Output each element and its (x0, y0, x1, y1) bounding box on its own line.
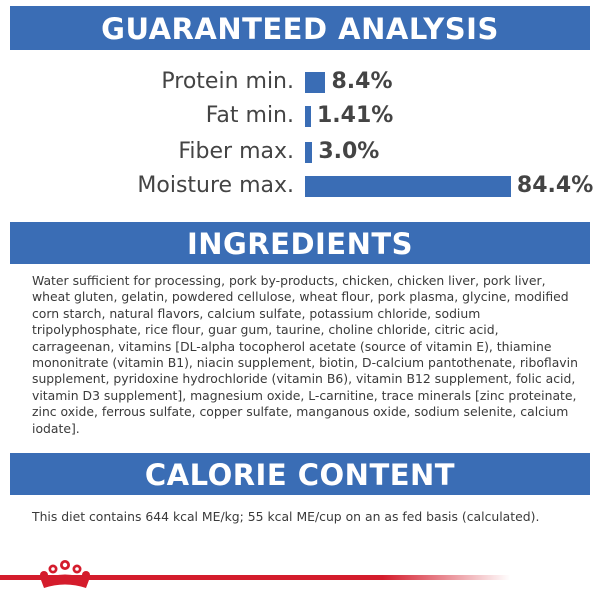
footer-red-line (0, 575, 510, 580)
analysis-bar (305, 142, 313, 163)
analysis-row-moisture: Moisture max. 84.4% (0, 171, 600, 201)
analysis-bar (305, 106, 311, 127)
analysis-row-protein: Protein min. 8.4% (0, 67, 600, 97)
crown-icon (40, 560, 90, 588)
analysis-label: Moisture max. (137, 173, 294, 198)
analysis-value: 1.41% (317, 103, 394, 128)
analysis-bar (305, 72, 326, 93)
analysis-label: Fiber max. (178, 139, 294, 164)
analysis-value: 3.0% (318, 139, 380, 164)
ingredients-heading: INGREDIENTS (10, 222, 590, 264)
ingredients-text: Water sufficient for processing, pork by… (32, 273, 578, 436)
analysis-value: 8.4% (331, 69, 393, 94)
analysis-label: Protein min. (161, 69, 294, 94)
guaranteed-analysis-heading: GUARANTEED ANALYSIS (10, 6, 590, 50)
analysis-bar (305, 176, 511, 197)
analysis-row-fat: Fat min. 1.41% (0, 101, 600, 131)
analysis-row-fiber: Fiber max. 3.0% (0, 137, 600, 167)
calorie-content-heading: CALORIE CONTENT (10, 453, 590, 495)
calorie-content-text: This diet contains 644 kcal ME/kg; 55 kc… (32, 509, 540, 524)
analysis-value: 84.4% (516, 173, 594, 198)
analysis-label: Fat min. (205, 103, 294, 128)
